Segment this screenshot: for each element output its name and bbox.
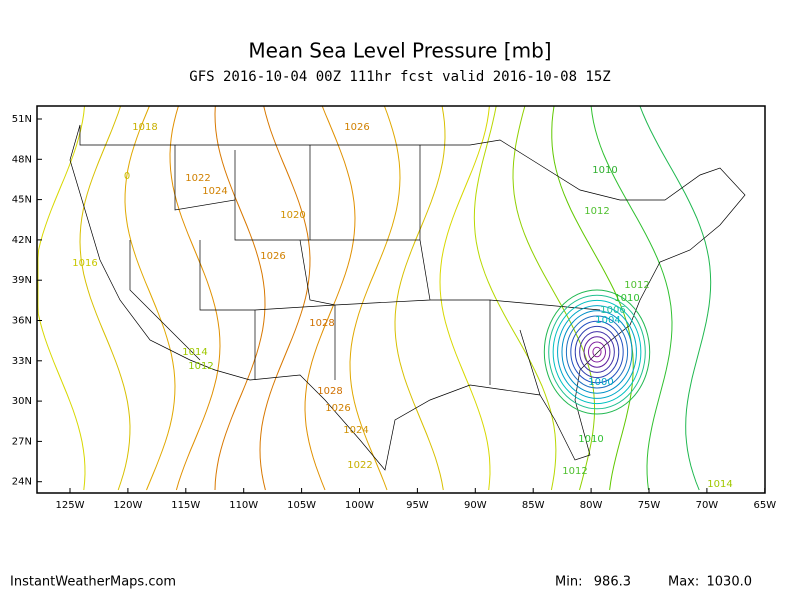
contour-label: 1018: [132, 122, 157, 133]
low-contour: [552, 299, 642, 405]
contour-label: 1012: [624, 280, 649, 291]
contour-label: 1016: [72, 258, 97, 269]
low-contour: [561, 310, 633, 394]
lat-label: 42N: [12, 235, 32, 246]
contour-line: [439, 105, 491, 491]
lat-label: 36N: [12, 316, 32, 327]
contour-label: 1010: [578, 434, 603, 445]
lat-label: 48N: [12, 154, 32, 165]
contour-label: 1012: [584, 206, 609, 217]
contour-label: 1014: [707, 479, 732, 490]
lon-label: 80W: [580, 500, 603, 511]
low-contour: [570, 320, 624, 384]
contour-label: 1026: [260, 251, 285, 262]
low-contour: [543, 289, 651, 415]
contour-line: [551, 105, 634, 491]
contour-label: 1004: [595, 315, 620, 326]
max-value: 1030.0: [707, 575, 753, 590]
contour-line: [512, 105, 596, 491]
borders: [69, 124, 746, 471]
contour-line: [473, 105, 557, 491]
contour-label: 1028: [317, 386, 342, 397]
contour-label: 1012: [562, 466, 587, 477]
contour-label: 1012: [188, 361, 213, 372]
contour-line: [259, 105, 311, 491]
lat-label: 24N: [12, 477, 32, 488]
lon-label: 110W: [229, 500, 258, 511]
contour-label: 1026: [325, 403, 350, 414]
lat-label: 39N: [12, 275, 32, 286]
contour-line: [214, 105, 266, 491]
contour-line: [37, 105, 86, 491]
contour-line: [639, 105, 712, 491]
contour-label: 1014: [182, 347, 207, 358]
low-contour: [574, 325, 620, 379]
lat-label: 51N: [12, 114, 32, 125]
contours: [37, 105, 712, 491]
low-contour: [588, 341, 606, 363]
lon-label: 90W: [464, 500, 487, 511]
low-contour: [565, 315, 629, 389]
low-contour: [579, 331, 615, 373]
lon-label: 95W: [406, 500, 429, 511]
low-contour: [548, 294, 646, 410]
contour-line: [394, 105, 446, 491]
low-pressure-center: [543, 289, 651, 415]
lon-label: 115W: [171, 500, 200, 511]
map-frame: [36, 105, 766, 494]
min-value: 986.3: [594, 575, 631, 590]
contour-line: [169, 105, 221, 491]
contour-label: 1010: [592, 165, 617, 176]
low-contour: [583, 336, 611, 368]
contour-line: [304, 105, 356, 491]
lon-label: 105W: [287, 500, 316, 511]
contour-label: 1024: [202, 186, 227, 197]
contour-label: 1022: [185, 173, 210, 184]
lat-label: 30N: [12, 396, 32, 407]
map-title: Mean Sea Level Pressure [mb]: [248, 39, 551, 63]
lon-label: 75W: [638, 500, 661, 511]
low-contour: [557, 305, 637, 399]
contour-line: [590, 105, 673, 491]
lon-label: 125W: [56, 500, 85, 511]
lon-label: 85W: [522, 500, 545, 511]
max-label: Max:: [668, 575, 699, 590]
lat-label: 33N: [12, 356, 32, 367]
min-label: Min:: [555, 575, 582, 590]
contour-line: [79, 105, 131, 491]
source: InstantWeatherMaps.com: [10, 575, 176, 590]
lon-label: 65W: [753, 500, 776, 511]
contour-label: 1028: [309, 318, 334, 329]
contour-label: 0: [124, 171, 130, 182]
map-subtitle: GFS 2016-10-04 00Z 111hr fcst valid 2016…: [189, 69, 610, 85]
contour-label: 1006: [600, 305, 625, 316]
contour-label: 1024: [343, 425, 368, 436]
contour-label: 1026: [344, 122, 369, 133]
lat-label: 45N: [12, 195, 32, 206]
contour-label: 1022: [347, 460, 372, 471]
lon-label: 70W: [696, 500, 719, 511]
contour-label: 1010: [614, 293, 639, 304]
lon-label: 100W: [345, 500, 374, 511]
lon-label: 120W: [113, 500, 142, 511]
contour-label: 1020: [280, 210, 305, 221]
contour-line: [349, 105, 401, 491]
contour-line: [124, 105, 176, 491]
lat-label: 27N: [12, 436, 32, 447]
contour-label: 1000: [588, 377, 613, 388]
low-contour: [592, 346, 602, 358]
